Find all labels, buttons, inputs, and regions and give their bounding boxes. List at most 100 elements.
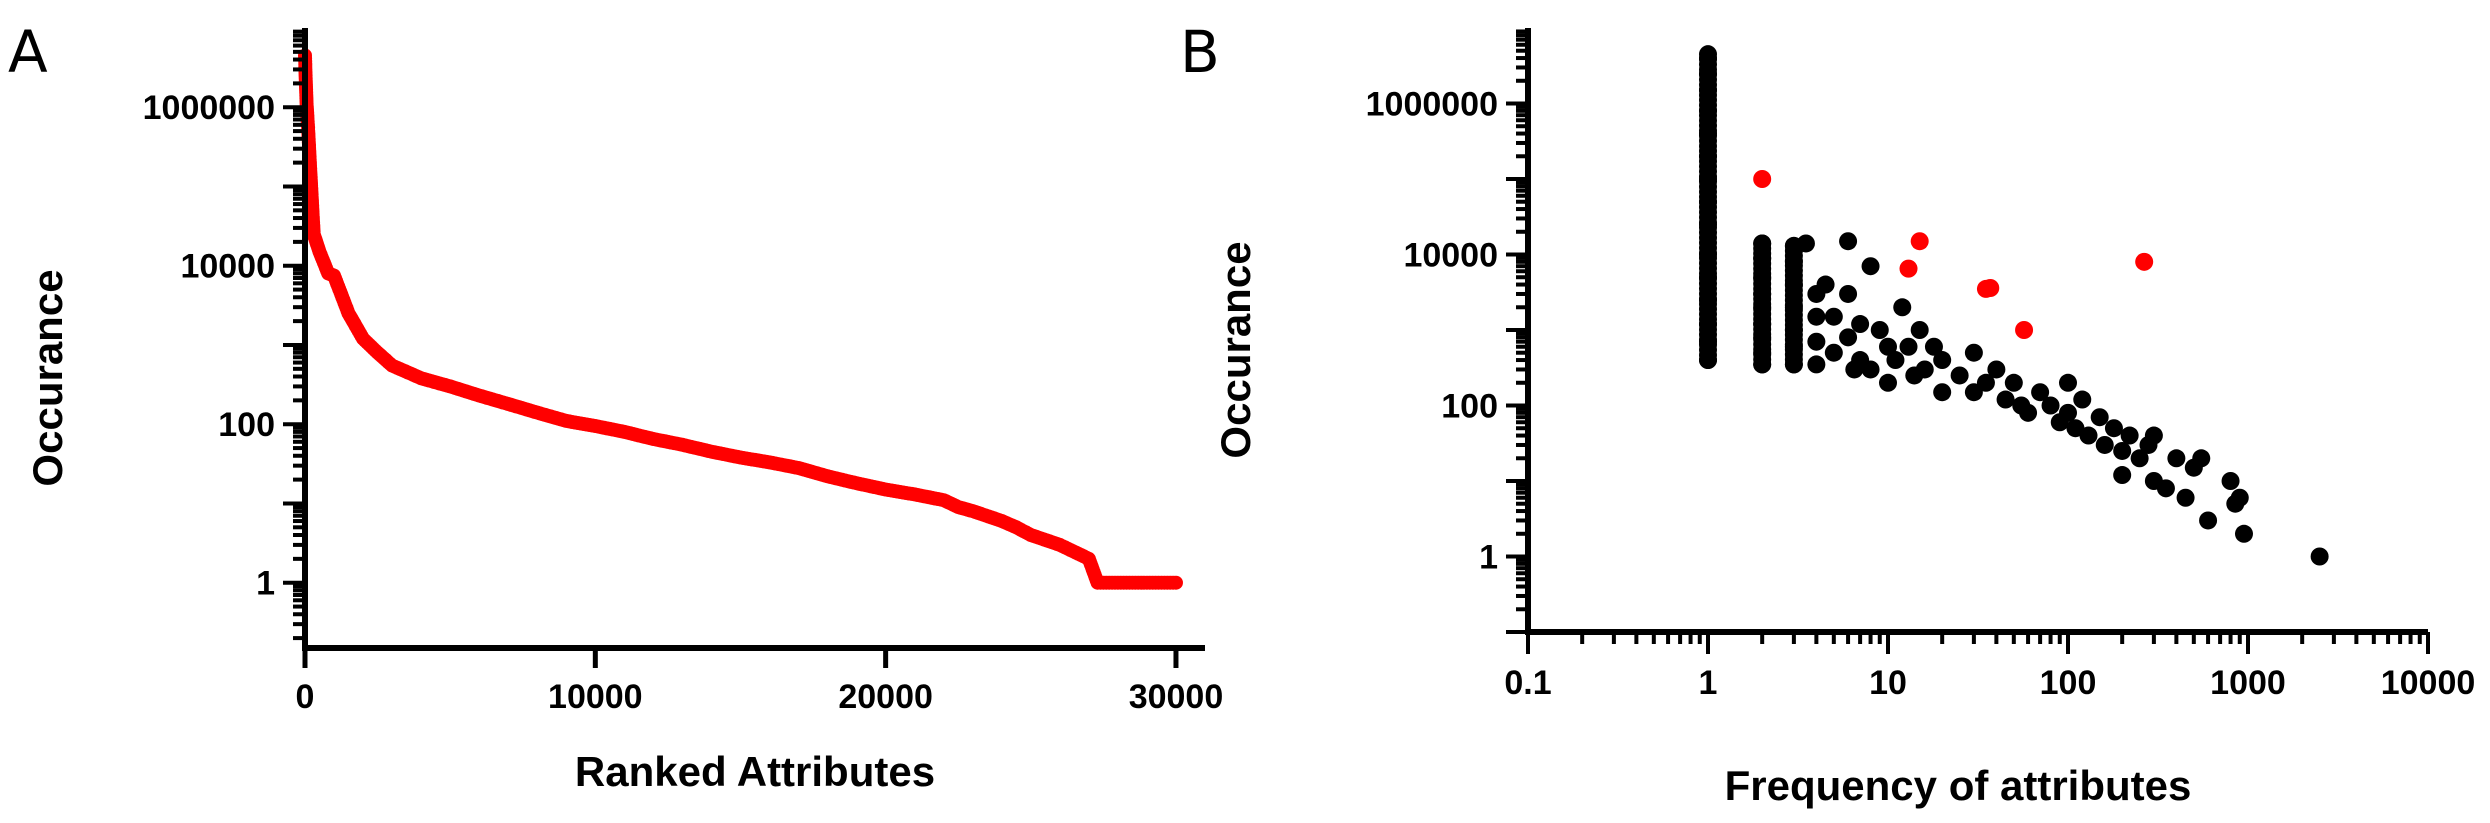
panel-b-point — [1753, 315, 1772, 334]
panel-b-x-tick-label: 100 — [2040, 664, 2097, 702]
panel-b-point — [1753, 355, 1772, 374]
panel-b-highlight-point — [1899, 259, 1918, 278]
panel-b-point — [2079, 426, 2098, 445]
panel-b-point — [2234, 524, 2253, 543]
panel-b-highlight-point — [1981, 278, 2000, 297]
panel-b-y-tick-label: 100 — [1441, 388, 1498, 426]
panel-b-point — [1915, 360, 1934, 379]
panel-b-y-tick-label: 1 — [1479, 539, 1498, 577]
panel-b-x-tick-label: 10000 — [2381, 664, 2476, 702]
panel-b-point — [1807, 307, 1826, 326]
panel-b-point — [1816, 275, 1835, 294]
panel-b-point — [1987, 360, 2006, 379]
panel-b-x-tick-label: 1 — [1699, 664, 1718, 702]
panel-b-point — [1699, 245, 1717, 264]
panel-b-point — [1879, 373, 1897, 392]
panel-b-point — [1824, 343, 1843, 362]
panel-b-point — [1784, 252, 1803, 271]
panel-b-point — [1861, 360, 1880, 379]
panel-b-point — [1879, 337, 1897, 356]
panel-b-point — [2310, 547, 2329, 566]
panel-b-point — [1753, 248, 1772, 267]
panel-b-x-tick-label: 1000 — [2210, 664, 2286, 702]
panel-b-point — [1851, 315, 1870, 334]
panel-b-point — [1699, 192, 1717, 211]
panel-b-point — [1699, 290, 1717, 309]
panel-a-y-tick-label: 100 — [218, 406, 275, 444]
panel-b-highlight-point — [2015, 321, 2034, 339]
panel-b-letter: B — [1180, 18, 1220, 86]
panel-b-point — [2073, 390, 2092, 409]
panel-a-y-tick-label: 1 — [256, 565, 275, 603]
panel-a-y-tick-label: 10000 — [180, 248, 275, 286]
panel-b-point — [2167, 449, 2186, 468]
panel-b-point — [2221, 472, 2240, 490]
panel-b-point — [2095, 435, 2114, 454]
panel-b-point — [2041, 396, 2060, 415]
panel-b-y-tick-label: 1000000 — [1366, 86, 1498, 124]
panel-b-point — [1839, 284, 1858, 303]
panel-b-point — [1870, 321, 1889, 339]
panel-b-point — [2059, 373, 2077, 392]
panel-b-point — [2199, 511, 2218, 530]
panel-b-point — [1699, 147, 1717, 166]
panel-b-point — [2113, 466, 2132, 485]
panel-b-point — [1699, 351, 1717, 370]
panel-b-point — [1807, 355, 1826, 374]
panel-b-point — [1699, 170, 1717, 188]
panel-b-point — [1784, 355, 1803, 374]
panel-b-x-tick-label: 0.1 — [1504, 664, 1551, 702]
panel-b-point — [2090, 408, 2109, 427]
panel-b-y-tick-label: 10000 — [1403, 237, 1498, 275]
panel-b-point — [1699, 315, 1717, 334]
panel-b-point — [1753, 328, 1772, 347]
panel-a-y-tick-label: 1000000 — [143, 89, 275, 127]
panel-b-point — [1753, 268, 1772, 287]
panel-b-point — [1784, 321, 1803, 339]
panel-b-point — [1753, 298, 1772, 317]
panel-b-point — [1839, 328, 1858, 347]
panel-b-point — [1784, 275, 1803, 294]
panel-b-point — [2004, 373, 2023, 392]
panel-a-x-tick-label: 30000 — [1129, 678, 1224, 716]
panel-b-point — [2066, 419, 2085, 438]
panel-a-axes: 1 100 10000 1000000 0 10000 20000 30000 — [143, 28, 1224, 716]
panel-b-point — [1861, 257, 1880, 276]
panel-b-highlight-point — [2135, 252, 2154, 271]
panel-b-axes: 1 100 10000 1000000 0.1 1 10 100 1000 10000 — [1366, 28, 2476, 702]
panel-b-point — [1976, 373, 1995, 392]
panel-b-point — [1699, 81, 1717, 100]
panel-b-point — [2130, 449, 2149, 468]
panel-b-y-axis-title: Occurance — [1212, 241, 1259, 458]
panel-a-y-axis-title: Occurance — [24, 269, 71, 486]
panel-b-point — [2176, 488, 2195, 507]
panel-b-highlight-point — [1753, 170, 1772, 188]
panel-b-point — [2230, 488, 2249, 507]
panel-b-point — [1699, 268, 1717, 287]
panel-a-x-tick-label: 0 — [296, 678, 315, 716]
panel-b-point — [1699, 101, 1717, 120]
panel-b-point — [1839, 232, 1858, 251]
panel-b-point — [1824, 307, 1843, 326]
panel-b-point — [1964, 343, 1983, 362]
panel-b-point — [1924, 337, 1943, 356]
panel-b-point — [1950, 366, 1969, 385]
panel-a-x-tick-label: 10000 — [548, 678, 643, 716]
panel-b-point — [1886, 351, 1905, 370]
panel-a-point — [1168, 575, 1183, 590]
panel-a-letter: A — [8, 18, 48, 86]
panel-b-points — [1699, 45, 2329, 566]
panel-b-x-tick-label: 10 — [1869, 664, 1907, 702]
panel-b-point — [2059, 403, 2077, 422]
panel-a: 1 100 10000 1000000 0 10000 20000 30000 Ranked … — [24, 28, 1223, 795]
panel-b-point — [1699, 332, 1717, 351]
panel-b-point — [1753, 234, 1772, 253]
panel-b-point — [1910, 321, 1929, 339]
panel-b-point — [1964, 383, 1983, 402]
panel-b-point — [2019, 403, 2038, 422]
panel-b-point — [1699, 124, 1717, 143]
panel-b-point — [2192, 449, 2211, 468]
panel-b-point — [1753, 284, 1772, 303]
panel-b-highlight-point — [1910, 232, 1929, 251]
